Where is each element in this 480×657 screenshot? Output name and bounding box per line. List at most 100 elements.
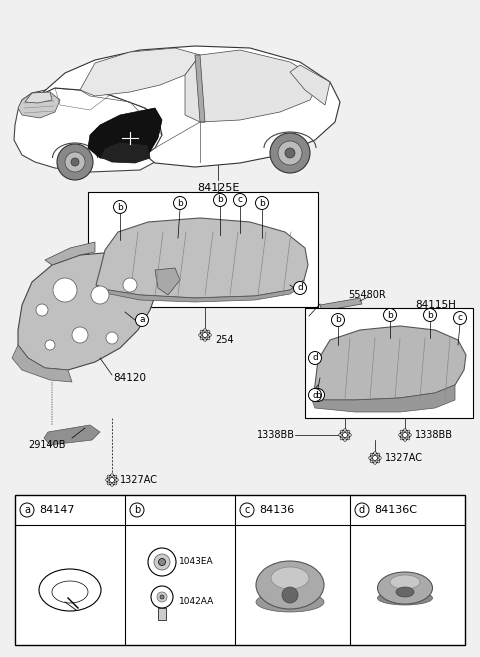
- Circle shape: [343, 432, 348, 438]
- Circle shape: [282, 587, 298, 603]
- Circle shape: [369, 457, 372, 459]
- Circle shape: [398, 434, 401, 436]
- Circle shape: [71, 158, 79, 166]
- Circle shape: [404, 428, 407, 432]
- Circle shape: [400, 430, 403, 433]
- Text: 1043EA: 1043EA: [179, 558, 214, 566]
- Circle shape: [53, 278, 77, 302]
- Bar: [88, 192, 318, 307]
- Circle shape: [377, 453, 380, 456]
- Text: 1338BB: 1338BB: [415, 430, 453, 440]
- Text: 1327AC: 1327AC: [385, 453, 423, 463]
- Circle shape: [204, 328, 206, 331]
- Text: 1327AC: 1327AC: [120, 475, 158, 485]
- Polygon shape: [195, 55, 205, 122]
- Circle shape: [207, 330, 210, 333]
- Ellipse shape: [377, 572, 432, 604]
- Circle shape: [209, 334, 211, 336]
- Text: 254: 254: [215, 335, 234, 345]
- Circle shape: [285, 148, 295, 158]
- Text: b: b: [177, 198, 183, 208]
- Circle shape: [154, 554, 170, 570]
- Circle shape: [114, 482, 117, 485]
- Circle shape: [309, 388, 322, 401]
- Text: b: b: [335, 315, 341, 325]
- Polygon shape: [18, 252, 158, 370]
- Polygon shape: [18, 92, 60, 118]
- Ellipse shape: [52, 581, 88, 603]
- Polygon shape: [312, 385, 455, 412]
- Circle shape: [454, 311, 467, 325]
- Circle shape: [158, 558, 166, 566]
- Circle shape: [293, 281, 307, 294]
- Circle shape: [107, 475, 110, 478]
- Circle shape: [408, 434, 411, 436]
- Circle shape: [373, 462, 376, 464]
- Text: d: d: [312, 353, 318, 363]
- Circle shape: [65, 152, 85, 172]
- Circle shape: [157, 592, 167, 602]
- Circle shape: [377, 460, 380, 463]
- Text: a: a: [139, 315, 145, 325]
- Circle shape: [255, 196, 268, 210]
- Text: 84147: 84147: [39, 505, 74, 515]
- Circle shape: [403, 432, 408, 438]
- Circle shape: [110, 474, 113, 476]
- Text: d: d: [297, 284, 303, 292]
- Circle shape: [72, 327, 88, 343]
- Circle shape: [123, 278, 137, 292]
- Bar: [158, 608, 166, 620]
- Circle shape: [110, 484, 113, 486]
- Circle shape: [199, 334, 202, 336]
- Text: c: c: [457, 313, 463, 323]
- Ellipse shape: [396, 587, 414, 597]
- Ellipse shape: [39, 569, 101, 611]
- Circle shape: [91, 286, 109, 304]
- Text: b: b: [134, 505, 140, 515]
- Circle shape: [309, 351, 322, 365]
- Text: d: d: [312, 390, 318, 399]
- Text: a: a: [24, 505, 30, 515]
- Circle shape: [347, 437, 350, 440]
- Circle shape: [200, 337, 203, 340]
- Polygon shape: [290, 65, 330, 105]
- Text: c: c: [244, 505, 250, 515]
- Circle shape: [107, 482, 110, 485]
- Polygon shape: [96, 218, 308, 298]
- Circle shape: [107, 475, 117, 485]
- Text: b: b: [427, 311, 433, 319]
- Ellipse shape: [377, 591, 432, 605]
- Polygon shape: [100, 142, 150, 163]
- Circle shape: [407, 437, 410, 440]
- Text: 65190B: 65190B: [310, 313, 348, 323]
- Ellipse shape: [271, 567, 309, 589]
- Polygon shape: [155, 268, 180, 295]
- Circle shape: [160, 595, 164, 599]
- Circle shape: [340, 430, 343, 433]
- Circle shape: [384, 309, 396, 321]
- Polygon shape: [44, 425, 100, 445]
- Text: c: c: [238, 196, 242, 204]
- Circle shape: [106, 478, 108, 482]
- Bar: [305, 308, 473, 418]
- Text: 84136C: 84136C: [374, 505, 417, 515]
- Polygon shape: [312, 326, 466, 400]
- Polygon shape: [185, 50, 320, 122]
- Polygon shape: [80, 48, 200, 96]
- Polygon shape: [40, 46, 340, 167]
- Polygon shape: [14, 88, 162, 172]
- Circle shape: [379, 457, 382, 459]
- Circle shape: [173, 196, 187, 210]
- Text: 84125E: 84125E: [197, 183, 239, 193]
- Circle shape: [204, 338, 206, 342]
- Ellipse shape: [256, 592, 324, 612]
- Polygon shape: [88, 108, 162, 160]
- Circle shape: [370, 453, 373, 456]
- Circle shape: [114, 475, 117, 478]
- Text: b: b: [315, 390, 321, 399]
- Circle shape: [340, 437, 343, 440]
- Circle shape: [312, 388, 324, 401]
- Circle shape: [270, 133, 310, 173]
- Circle shape: [135, 313, 148, 327]
- Circle shape: [407, 430, 410, 433]
